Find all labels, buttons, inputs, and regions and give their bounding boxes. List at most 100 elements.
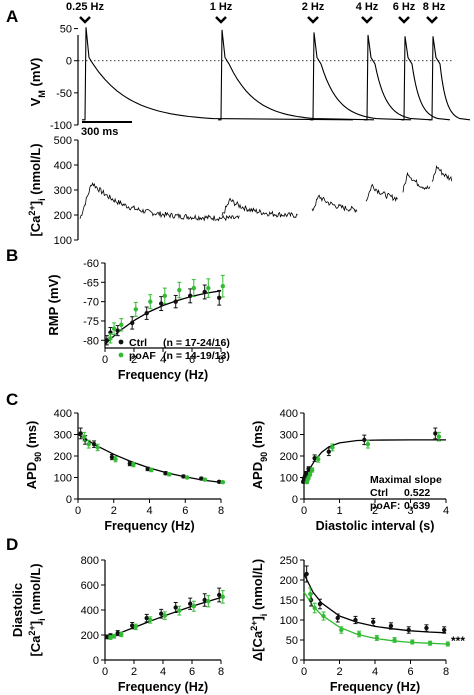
y-tick-label: -65	[83, 277, 99, 289]
panel-d-right: 0 2 4 6 8 0 50 100 150 200 250 Frequency (Hz) Δ[Ca2+…	[249, 555, 465, 694]
y-tick-label: -75	[83, 316, 99, 328]
label-part: 90	[33, 452, 43, 462]
panel-b: 0 2 4 6 8 -80 -75 -70 -65 -60 Frequency (Hz) RMP (m…	[46, 258, 230, 382]
y-tick-label: 0	[66, 494, 72, 506]
x-axis-label: Frequency (Hz)	[330, 680, 420, 694]
x-tick-label: 8	[218, 354, 224, 366]
data-point-ctrl	[335, 615, 340, 621]
x-tick-label: 4	[146, 505, 152, 517]
label-part: M	[37, 90, 47, 98]
label-part: Δ[Ca	[250, 630, 265, 661]
data-point-ctrl	[127, 461, 133, 466]
vm-y-tick-label: -100	[50, 120, 72, 132]
vm-y-axis-label: VM (mV)	[28, 58, 47, 107]
data-point-poaf	[108, 635, 113, 640]
y-tick-label: 200	[280, 451, 298, 463]
label-part: i	[37, 198, 47, 201]
y-tick-label: 200	[81, 630, 99, 642]
data-point-ctrl	[159, 611, 164, 616]
data-point-poaf	[356, 631, 362, 637]
panel-d-left: 0 2 4 6 8 0 200 400 600 800 Frequency (Hz) Diastoli…	[10, 555, 225, 694]
ca-y-tick-label: 300	[54, 185, 72, 197]
data-point-poaf	[111, 634, 117, 639]
ca-y-tick-label: 200	[54, 210, 72, 222]
data-point-poaf	[95, 445, 100, 450]
x-tick-label: 0	[102, 354, 108, 366]
chevron-down-icon	[361, 16, 373, 24]
data-point-poaf	[166, 472, 172, 477]
y-tick-label: 400	[54, 408, 72, 420]
annotation-poaf-value: 0.639	[404, 500, 430, 512]
x-tick-label: 6	[189, 666, 195, 678]
legend-n-poaf: (n = 14-19/13)	[163, 350, 230, 362]
x-tick-label: 0	[102, 666, 108, 678]
data-point-poaf	[220, 480, 225, 485]
panel-label-c: C	[6, 390, 18, 409]
data-point-poaf	[206, 285, 211, 291]
label-part: (mV)	[28, 58, 43, 91]
x-tick-label: 2	[131, 666, 137, 678]
data-point-ctrl	[130, 320, 135, 326]
y-tick-label: 300	[280, 430, 298, 442]
data-point-ctrl	[406, 627, 411, 633]
fit-curve	[303, 573, 447, 634]
data-point-ctrl	[115, 328, 120, 333]
data-point-ctrl	[312, 455, 317, 461]
label-part: 90	[259, 452, 269, 462]
y-tick-label: 100	[280, 473, 298, 485]
y-tick-label: 100	[54, 473, 72, 485]
data-point-poaf	[316, 457, 321, 462]
data-point-poaf	[206, 599, 211, 604]
y-axis-label-line2: [Ca2+]i (nmol/L)	[27, 563, 47, 656]
data-point-ctrl	[306, 466, 311, 472]
y-tick-label: 600	[81, 580, 99, 592]
calcium-transient-trace	[365, 183, 398, 203]
x-tick-label: 0	[301, 666, 307, 678]
calcium-transient-trace	[311, 194, 358, 214]
data-point-ctrl	[159, 301, 164, 306]
data-point-poaf	[184, 475, 190, 480]
label-part: 2+	[249, 621, 259, 631]
label-part: (ms)	[250, 421, 265, 452]
y-axis-label: APD90 (ms)	[24, 421, 43, 490]
y-tick-label: -80	[83, 335, 99, 347]
data-point-ctrl	[353, 617, 358, 623]
label-part: i	[37, 618, 47, 621]
data-point-ctrl	[173, 605, 178, 610]
x-tick-label: 4	[160, 354, 166, 366]
data-point-poaf	[339, 627, 344, 633]
label-part: [Ca	[28, 215, 43, 237]
y-tick-label: 400	[280, 408, 298, 420]
label-part: 2+	[27, 625, 37, 635]
panel-c-right: 0 1 2 3 4 0 100 200 300 400 Diastolic interval (s)…	[250, 408, 449, 533]
x-tick-label: 2	[336, 666, 342, 678]
data-point-poaf	[312, 605, 317, 611]
data-point-poaf	[133, 307, 138, 312]
data-point-ctrl	[202, 597, 207, 603]
legend-label-poaf: poAF	[129, 350, 156, 362]
label-part: (nmol/L)	[28, 143, 43, 198]
x-tick-label: 2	[111, 505, 117, 517]
data-point-ctrl	[217, 479, 222, 484]
data-point-ctrl	[188, 293, 193, 299]
data-point-poaf	[445, 641, 450, 647]
legend-marker-ctrl	[118, 339, 124, 345]
data-point-ctrl	[217, 592, 222, 598]
data-point-ctrl	[163, 471, 168, 476]
data-point-ctrl	[181, 474, 186, 479]
chevron-down-icon	[215, 16, 227, 24]
data-point-ctrl	[217, 295, 222, 300]
vm-y-tick-label: -50	[56, 88, 72, 100]
data-point-ctrl	[144, 615, 149, 621]
x-tick-label: 4	[372, 666, 378, 678]
y-tick-label: -70	[83, 297, 99, 309]
frequency-marker-label: 2 Hz	[302, 1, 325, 13]
x-tick-label: 8	[218, 666, 224, 678]
frequency-marker-label: 1 Hz	[210, 1, 233, 13]
data-point-ctrl	[388, 623, 394, 629]
x-axis-label: Diastolic interval (s)	[316, 519, 435, 533]
data-point-poaf	[149, 467, 154, 473]
x-tick-label: 6	[407, 666, 413, 678]
label-part: V	[28, 97, 43, 106]
